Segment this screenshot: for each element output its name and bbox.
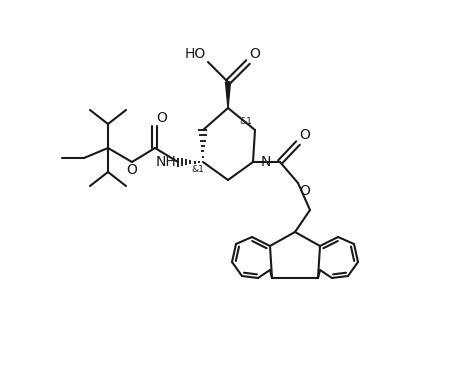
Text: O: O <box>298 184 309 198</box>
Text: &1: &1 <box>191 165 203 175</box>
Polygon shape <box>225 82 230 108</box>
Text: HO: HO <box>184 47 206 61</box>
Text: O: O <box>156 111 167 125</box>
Text: O: O <box>298 128 309 142</box>
Text: O: O <box>126 163 137 177</box>
Text: N: N <box>260 155 271 169</box>
Text: &1: &1 <box>238 117 251 127</box>
Text: O: O <box>248 47 259 61</box>
Text: NH: NH <box>155 155 176 169</box>
